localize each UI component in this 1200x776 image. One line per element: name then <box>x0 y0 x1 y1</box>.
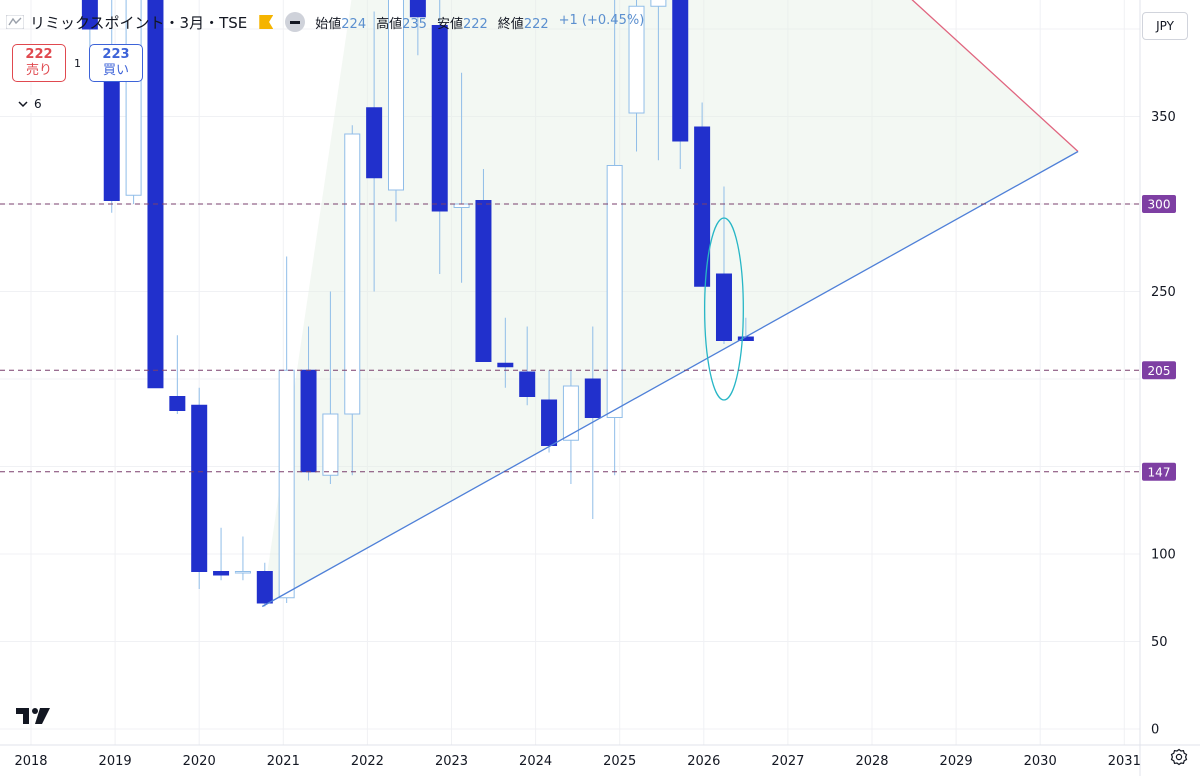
flag-icon[interactable] <box>259 15 274 29</box>
candle-body <box>694 126 711 287</box>
close-value: 222 <box>523 16 549 32</box>
price-tick-label: 250 <box>1151 285 1176 300</box>
candle-body <box>322 413 339 476</box>
currency-button[interactable]: JPY <box>1142 12 1188 40</box>
time-tick-label: 2031 <box>1108 754 1141 769</box>
time-tick-label: 2023 <box>435 754 468 769</box>
candle-body <box>300 369 317 473</box>
candle-body <box>387 0 404 191</box>
price-tick-label: 100 <box>1151 548 1176 563</box>
market-closed-icon[interactable] <box>285 12 306 32</box>
price-tick-label: 350 <box>1151 110 1176 125</box>
candle-body <box>409 0 426 18</box>
candle-body <box>497 362 514 368</box>
candle-body <box>650 0 667 7</box>
time-tick-label: 2021 <box>267 754 300 769</box>
triangle-fill <box>262 0 1079 607</box>
time-tick-label: 2018 <box>14 754 47 769</box>
candle-body <box>584 378 601 418</box>
settings-gear-icon[interactable] <box>1170 748 1188 766</box>
time-tick-label: 2024 <box>519 754 552 769</box>
hline-label-bg <box>1142 462 1176 481</box>
candle-body <box>715 273 732 341</box>
high-label: 高値 <box>376 16 403 32</box>
time-tick-label: 2022 <box>351 754 384 769</box>
sell-label: 売り <box>25 63 52 78</box>
indicators-toggle[interactable]: 6 <box>14 95 64 113</box>
buy-price: 223 <box>102 47 130 62</box>
candles <box>81 0 754 607</box>
time-tick-label: 2025 <box>603 754 636 769</box>
candle-body <box>191 404 208 572</box>
time-tick-label: 2026 <box>687 754 720 769</box>
symbol-logo-icon <box>6 15 24 29</box>
change-value: +1 (+0.45%) <box>558 12 645 28</box>
candle-body <box>366 107 383 179</box>
buy-button[interactable]: 223 買い <box>89 44 143 82</box>
time-tick-label: 2030 <box>1024 754 1057 769</box>
sell-button[interactable]: 222 売り <box>12 44 66 82</box>
tradingview-logo-icon[interactable] <box>16 706 54 726</box>
buy-label: 買い <box>102 63 129 78</box>
candle-body <box>431 25 448 212</box>
lower-trendline[interactable] <box>261 150 1079 608</box>
candle-body <box>344 133 361 415</box>
open-value: 224 <box>341 16 367 32</box>
time-tick-label: 2028 <box>855 754 888 769</box>
time-tick-label: 2027 <box>771 754 804 769</box>
candle-body <box>541 399 558 446</box>
horizontal-lines[interactable]: 300 205 147 <box>0 195 1176 481</box>
indicators-count: 6 <box>34 97 42 111</box>
candle-body <box>256 571 273 604</box>
candle-body <box>213 571 230 576</box>
close-label: 終値 <box>497 16 524 32</box>
symbol-title[interactable]: リミックスポイント・3月・TSE <box>30 13 248 32</box>
trade-panel: 222 売り 1 223 買い <box>12 44 143 82</box>
hline-label: 205 <box>1148 364 1171 378</box>
trendlines[interactable] <box>261 0 1079 608</box>
sell-price: 222 <box>25 47 53 62</box>
candle-body <box>147 0 164 389</box>
candle-body <box>606 165 623 418</box>
highlight-ellipse[interactable] <box>703 217 744 401</box>
high-value: 235 <box>402 16 427 32</box>
low-value: 222 <box>462 16 488 32</box>
chart-header: リミックスポイント・3月・TSE 始値224 高値235 安値222 終値222… <box>6 8 644 36</box>
chevron-down-icon <box>18 101 28 108</box>
candle-body <box>103 63 120 201</box>
price-tick-label: 50 <box>1151 635 1168 650</box>
triangle-area <box>262 0 1079 607</box>
time-tick-label: 2020 <box>183 754 216 769</box>
low-label: 安値 <box>436 16 463 32</box>
candle-body <box>519 371 536 397</box>
hline-label-bg <box>1142 361 1176 380</box>
hline-label-bg <box>1142 195 1176 213</box>
time-tick-label: 2029 <box>940 754 973 769</box>
candle-body <box>562 385 579 441</box>
candle-body <box>81 0 98 30</box>
ohlc-values: 始値224 高値235 安値222 終値222 +1 (+0.45%) <box>315 13 644 32</box>
candle-body <box>475 200 492 362</box>
candle-body <box>453 203 470 208</box>
time-tick-label: 2019 <box>99 754 132 769</box>
hline-label: 147 <box>1148 465 1171 479</box>
upper-trendline[interactable] <box>418 0 1079 152</box>
candle-body <box>169 396 186 411</box>
candle-body <box>278 369 295 599</box>
candle-body <box>628 5 645 114</box>
price-tick-label: 0 <box>1151 723 1159 738</box>
candle-body <box>672 0 689 142</box>
candle-body <box>234 571 251 574</box>
hline-label: 300 <box>1148 198 1171 212</box>
spread-value: 1 <box>74 56 81 70</box>
open-label: 始値 <box>315 16 342 32</box>
